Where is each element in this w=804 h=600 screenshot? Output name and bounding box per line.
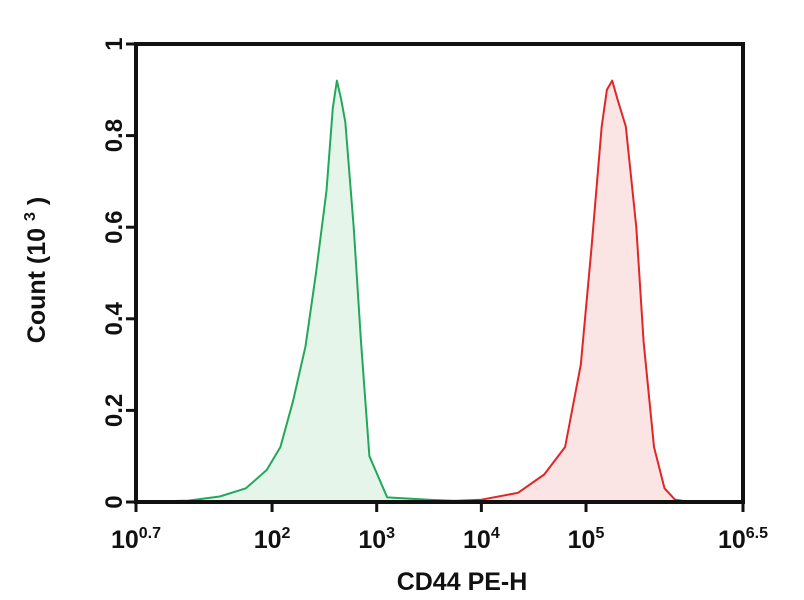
x-axis-label: CD44 PE-H bbox=[397, 568, 528, 596]
y-axis-label-exponent: 3 bbox=[22, 212, 39, 221]
y-axis-label-group: Count (10 3 ) bbox=[13, 197, 51, 343]
x-tick-label: 104 bbox=[463, 525, 500, 554]
plot-frame bbox=[134, 42, 745, 504]
series-1-line bbox=[135, 79, 482, 503]
y-axis-label-close: ) bbox=[23, 197, 51, 205]
x-tick-label: 102 bbox=[254, 525, 291, 554]
y-tick-label: 0.6 bbox=[101, 211, 128, 244]
y-tick-label: 1 bbox=[101, 37, 128, 50]
y-axis-label: Count (10 3 ) bbox=[13, 197, 51, 343]
y-tick-label: 0.8 bbox=[101, 119, 128, 152]
y-axis-label-suffix: (10 bbox=[23, 228, 51, 264]
y-tick-label: 0.2 bbox=[101, 394, 128, 427]
x-tick-label: 100.7 bbox=[111, 525, 161, 554]
series-2-area bbox=[429, 80, 691, 502]
y-tick-label: 0.4 bbox=[101, 301, 128, 335]
y-axis-label-main: Count bbox=[23, 270, 51, 343]
series-1-area bbox=[136, 80, 482, 502]
y-tick-label: 0 bbox=[101, 495, 128, 508]
axes: 0 0.2 0.4 0.6 0.8 1 100.7 102 103 104 105 106.5 bbox=[101, 37, 768, 554]
x-tick-label: 103 bbox=[358, 525, 395, 554]
x-tick-label: 105 bbox=[568, 525, 605, 554]
plot-area bbox=[135, 79, 691, 503]
x-tick-label: 106.5 bbox=[718, 525, 768, 554]
series-2-line bbox=[428, 79, 691, 503]
